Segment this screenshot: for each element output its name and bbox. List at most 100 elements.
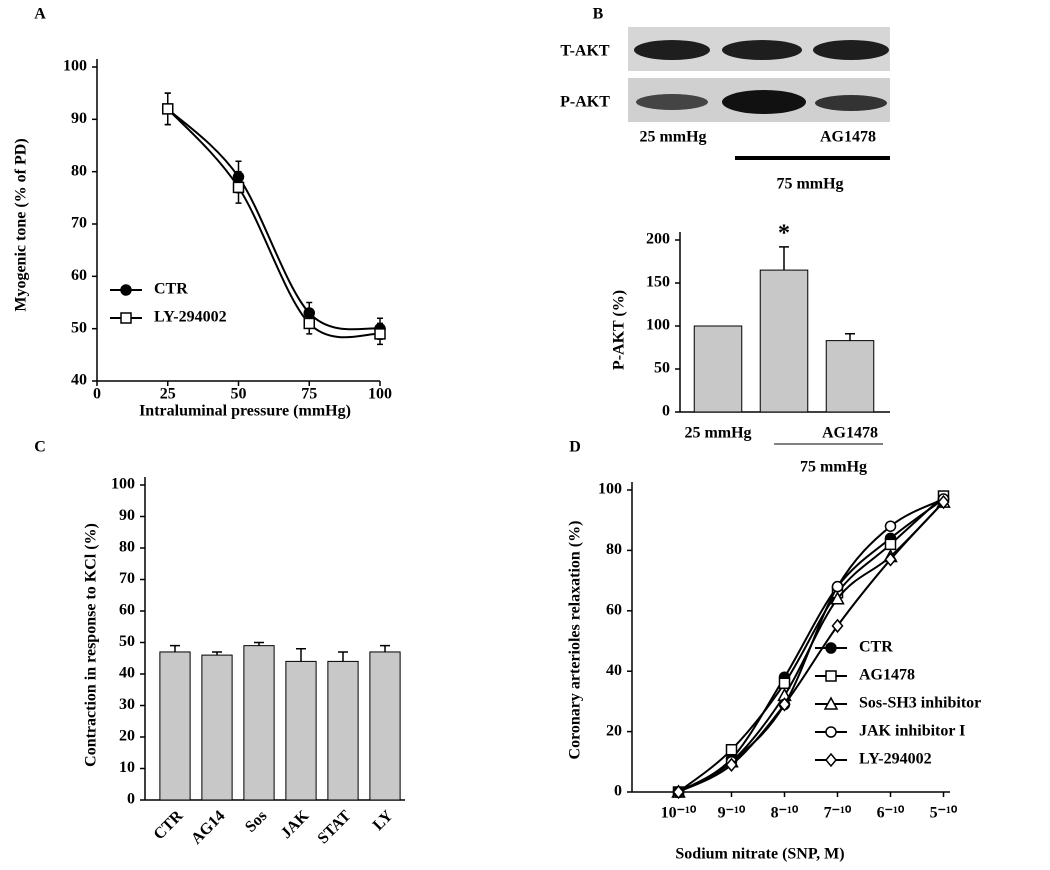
marker (825, 752, 837, 768)
bar (693, 325, 743, 413)
marker (232, 181, 245, 194)
series-line (167, 108, 381, 339)
blot-lane-label: 25 mmHg (639, 129, 706, 146)
marker (120, 284, 132, 296)
x-tick-label: 25 mmHg (684, 425, 751, 442)
marker (778, 677, 791, 690)
marker (884, 552, 897, 567)
y-tick-label: 70 (119, 570, 135, 587)
marker (884, 520, 897, 532)
x-tick-label: 5⁻¹⁰ (930, 805, 958, 822)
legend-label: LY-294002 (859, 751, 932, 768)
marker (825, 642, 837, 654)
y-tick-label: 100 (646, 317, 670, 334)
x-axis-label: Sodium nitrate (SNP, M) (675, 846, 844, 863)
group-label: 75 mmHg (800, 459, 867, 476)
y-tick-label: 50 (654, 360, 670, 377)
bar (201, 654, 233, 801)
y-tick-label: 60 (119, 602, 135, 619)
y-tick-label: 80 (606, 541, 622, 558)
y-tick-label: 100 (111, 476, 135, 493)
y-tick-label: 0 (662, 403, 670, 420)
y-tick-label: 70 (71, 215, 87, 232)
y-tick-label: 40 (119, 665, 135, 682)
x-tick-label: AG14 (188, 807, 228, 847)
series-line (167, 108, 381, 331)
marker (831, 618, 844, 634)
blot-band (634, 40, 710, 60)
x-tick-label: 10⁻¹⁰ (661, 805, 697, 822)
error-bar (845, 332, 855, 341)
y-tick-label: 20 (606, 722, 622, 739)
y-axis-label: Coronary arterioles relaxation (%) (567, 521, 584, 760)
marker (374, 328, 386, 340)
panel-label: A (34, 6, 46, 23)
x-tick-label: STAT (315, 807, 355, 847)
blot-row-label: T-AKT (560, 43, 610, 60)
y-tick-label: 90 (119, 507, 135, 524)
x-tick-label: 8⁻¹⁰ (771, 805, 799, 822)
blot-band (722, 90, 806, 114)
y-tick-label: 90 (71, 110, 87, 127)
legend-label: CTR (154, 281, 188, 298)
blot-lane-label: AG1478 (820, 129, 876, 146)
blot-row-label: P-AKT (560, 94, 610, 111)
y-tick-label: 100 (598, 481, 622, 498)
blot-group-label: 75 mmHg (776, 176, 843, 193)
error-bar (254, 641, 264, 646)
x-tick-label: CTR (151, 807, 187, 843)
marker (830, 591, 845, 605)
bar (369, 651, 401, 801)
legend-label: JAK inhibitor I (859, 723, 965, 740)
error-bar (170, 644, 180, 652)
bar (159, 651, 191, 801)
x-tick-label: JAK (278, 807, 313, 842)
marker (825, 726, 837, 738)
y-tick-label: 60 (71, 267, 87, 284)
legend-label: AG1478 (859, 667, 915, 684)
y-tick-label: 0 (614, 783, 622, 800)
blot-band (815, 95, 887, 111)
error-bar (779, 246, 789, 271)
marker (831, 580, 844, 593)
y-tick-label: 80 (119, 539, 135, 556)
blot-band (722, 40, 802, 60)
error-bar (380, 644, 390, 652)
annotation: * (778, 220, 790, 246)
x-tick-label: 100 (368, 386, 392, 403)
y-tick-label: 100 (63, 58, 87, 75)
y-tick-label: 40 (71, 372, 87, 389)
blot-band (636, 94, 708, 110)
marker (825, 670, 837, 682)
bar (243, 645, 275, 801)
marker (725, 743, 738, 756)
marker (778, 697, 791, 712)
x-tick-label: AG1478 (822, 425, 878, 442)
x-tick-label: 7⁻¹⁰ (824, 805, 852, 822)
y-tick-label: 20 (119, 728, 135, 745)
panel-label: C (34, 439, 46, 456)
bar (327, 660, 359, 801)
error-bar (296, 648, 306, 662)
y-tick-label: 200 (646, 231, 670, 248)
y-tick-label: 50 (71, 319, 87, 336)
marker (120, 312, 132, 324)
x-tick-label: 0 (93, 386, 101, 403)
y-axis-label: P-AKT (%) (611, 290, 628, 370)
y-tick-label: 30 (119, 696, 135, 713)
marker (725, 757, 738, 772)
x-tick-label: 75 (301, 386, 317, 403)
y-tick-label: 80 (71, 162, 87, 179)
x-tick-label: 25 (160, 386, 176, 403)
x-axis-label: Intraluminal pressure (mmHg) (139, 403, 351, 420)
panel-label: D (569, 439, 581, 456)
blot-band (813, 40, 889, 60)
bar (759, 269, 809, 413)
y-tick-label: 60 (606, 601, 622, 618)
legend-label: Sos-SH3 inhibitor (859, 695, 981, 712)
x-tick-label: 6⁻¹⁰ (877, 805, 905, 822)
y-tick-label: 50 (119, 633, 135, 650)
marker (884, 538, 897, 551)
y-tick-label: 150 (646, 274, 670, 291)
